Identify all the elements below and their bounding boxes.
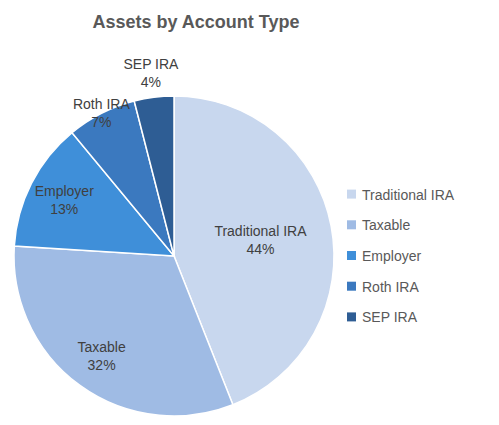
data-labels: Traditional IRA 44% Taxable 32% Employer 13% R… xyxy=(35,56,307,372)
legend-swatch xyxy=(347,190,356,199)
data-label-category: Traditional IRA xyxy=(214,223,307,239)
data-label-category: Taxable xyxy=(77,339,125,355)
data-label-value: 4% xyxy=(141,74,161,90)
data-label-value: 32% xyxy=(88,357,116,373)
data-label: Taxable 32% xyxy=(77,339,125,373)
legend-swatch xyxy=(347,220,356,229)
slice xyxy=(14,246,233,416)
legend-swatch xyxy=(347,251,356,260)
legend-label: Traditional IRA xyxy=(362,187,455,203)
data-label-value: 7% xyxy=(91,114,111,130)
data-label-category: Roth IRA xyxy=(73,96,130,112)
data-label-category: SEP IRA xyxy=(123,56,179,72)
legend-swatch xyxy=(347,312,356,321)
data-label: Employer 13% xyxy=(35,183,94,217)
chart: Assets by Account Type Traditional IRA 44%… xyxy=(0,0,499,425)
legend-label: Taxable xyxy=(362,217,410,233)
title: Assets by Account Type xyxy=(92,12,299,32)
data-label-category: Employer xyxy=(35,183,94,199)
data-label: SEP IRA 4% xyxy=(123,56,179,90)
legend-label: Roth IRA xyxy=(362,279,419,295)
legend-label: Employer xyxy=(362,248,421,264)
data-label-value: 44% xyxy=(246,241,274,257)
data-label-value: 13% xyxy=(50,201,78,217)
pie xyxy=(14,96,334,416)
legend-swatch xyxy=(347,282,356,291)
legend: Traditional IRA Taxable Employer Roth IRA SE… xyxy=(347,187,455,326)
data-label: Traditional IRA 44% xyxy=(214,223,307,257)
slice xyxy=(134,96,174,256)
legend-label: SEP IRA xyxy=(362,309,418,325)
data-label: Roth IRA 7% xyxy=(73,96,130,130)
